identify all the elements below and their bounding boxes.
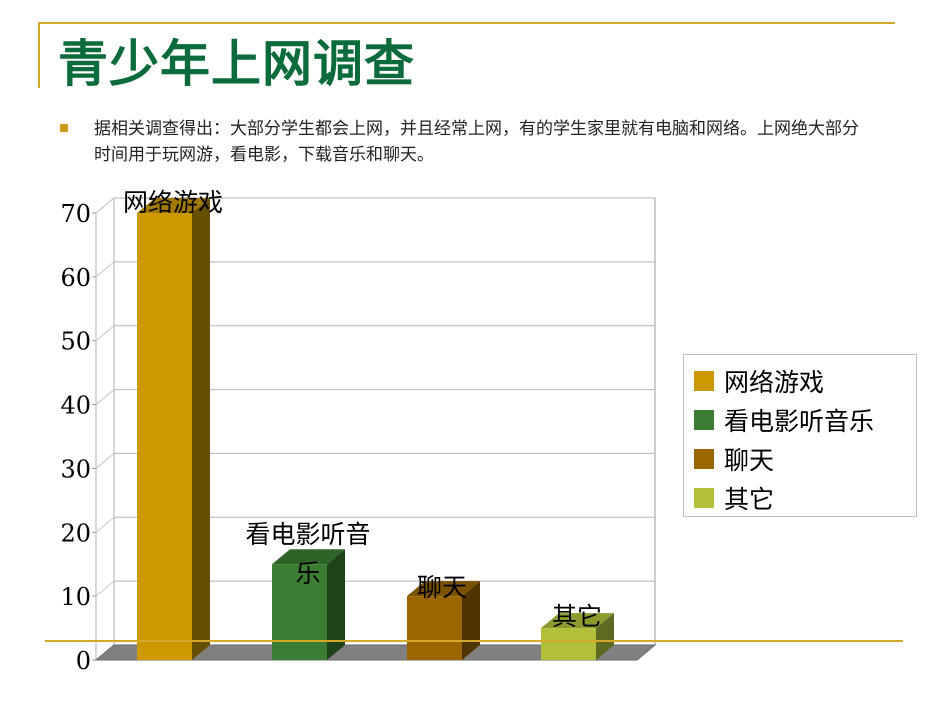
data-label: 其它	[552, 602, 602, 631]
y-tick-label: 70	[60, 200, 91, 228]
chart-bars	[137, 198, 614, 660]
data-label: 看电影听音	[245, 520, 370, 549]
legend-item: 看电影听音乐	[694, 400, 874, 440]
y-tick-label: 20	[60, 519, 91, 547]
legend-item: 其它	[694, 478, 774, 518]
slide-title: 青少年上网调查	[58, 35, 415, 93]
legend-item: 网络游戏	[694, 361, 824, 401]
legend-item: 聊天	[694, 439, 774, 479]
legend-swatch-icon	[694, 371, 714, 391]
y-tick-label: 0	[76, 647, 91, 675]
legend-label: 看电影听音乐	[724, 407, 875, 436]
data-label: 网络游戏	[123, 188, 223, 217]
top-rule	[38, 22, 895, 24]
bullet-square-icon	[60, 124, 68, 132]
legend-label: 聊天	[724, 446, 775, 475]
y-tick-label: 50	[60, 328, 91, 356]
bar	[137, 198, 210, 660]
data-label: 乐	[295, 559, 320, 588]
legend-swatch-icon	[694, 488, 714, 508]
legend-swatch-icon	[694, 449, 714, 469]
legend-swatch-icon	[694, 410, 714, 430]
legend-label: 其它	[724, 485, 775, 514]
y-tick-label: 60	[60, 264, 91, 292]
bottom-rule	[45, 640, 903, 642]
bar	[541, 613, 614, 660]
chart-legend: 网络游戏看电影听音乐 聊天其它	[683, 354, 917, 517]
y-axis-ticks: 0 10 20 30 40 50 60 70	[60, 200, 96, 675]
bullet-text: 据相关调查得出：大部分学生都会上网，并且经常上网，有的学生家里就有电脑和网络。上…	[94, 119, 859, 165]
legend-label: 网络游戏	[724, 368, 825, 397]
left-rule	[38, 22, 40, 88]
y-tick-label: 10	[60, 583, 91, 611]
y-tick-label: 40	[60, 392, 91, 420]
bar	[272, 549, 345, 660]
data-label: 聊天	[417, 573, 467, 602]
y-tick-label: 30	[60, 455, 91, 483]
